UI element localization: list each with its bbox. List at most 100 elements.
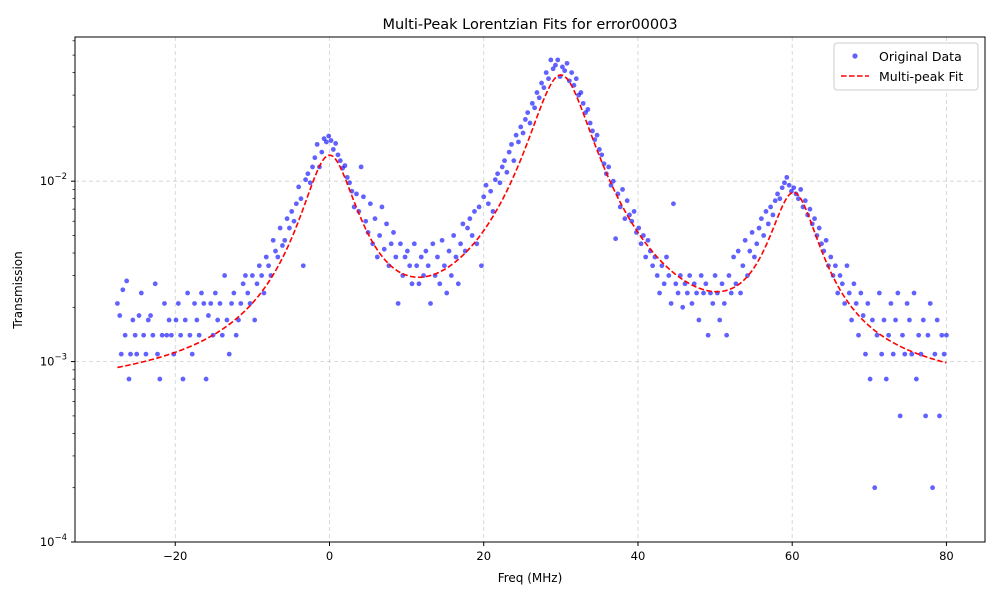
data-point (263, 254, 269, 260)
data-point (944, 332, 949, 338)
fit-line (117, 74, 947, 369)
data-point (654, 273, 660, 278)
data-point (414, 263, 420, 269)
data-point (398, 241, 403, 247)
data-point (469, 233, 475, 238)
ticks: −20 0 20 40 60 80 10−4 10−3 10−2 (40, 40, 954, 563)
data-point (266, 263, 271, 269)
data-point (879, 351, 885, 357)
data-point (573, 76, 579, 82)
data-point (522, 117, 528, 122)
data-point (717, 317, 723, 323)
data-point (858, 290, 864, 296)
data-point (409, 281, 415, 287)
data-point (772, 198, 778, 204)
data-point (842, 301, 848, 306)
data-point (881, 317, 887, 323)
data-point (518, 124, 524, 130)
data-point (312, 155, 318, 161)
data-point (784, 174, 790, 180)
data-point (453, 254, 459, 260)
data-point (865, 301, 871, 306)
data-point (541, 85, 547, 91)
data-point (185, 290, 190, 296)
data-point (361, 194, 366, 200)
data-point (930, 485, 935, 491)
data-point (696, 317, 702, 323)
data-point (324, 139, 329, 145)
data-point (837, 273, 843, 278)
data-point (199, 290, 204, 296)
data-point (145, 317, 151, 323)
data-point (680, 304, 686, 310)
data-point (874, 332, 880, 338)
data-point (310, 164, 315, 170)
data-point (731, 254, 736, 260)
data-point (553, 62, 558, 68)
data-point (270, 237, 276, 243)
data-point (178, 332, 184, 338)
data-point (441, 263, 447, 269)
data-point (495, 171, 501, 177)
data-point (913, 376, 919, 382)
data-point (168, 332, 174, 338)
data-point (277, 225, 283, 231)
data-point (897, 413, 903, 419)
data-point (117, 313, 123, 318)
data-point (594, 132, 600, 138)
data-point (347, 180, 352, 186)
data-point (428, 301, 433, 306)
data-point (444, 290, 450, 296)
data-point (768, 204, 774, 210)
data-point (499, 164, 505, 170)
data-point (411, 241, 417, 247)
data-point (789, 188, 794, 194)
data-point (761, 233, 767, 238)
data-point (719, 281, 725, 287)
data-point (152, 281, 158, 287)
data-point (578, 90, 584, 95)
data-point (509, 141, 514, 147)
data-point (832, 263, 838, 269)
legend: Original Data Multi-peak Fit (833, 42, 979, 91)
data-point (585, 107, 591, 112)
data-point (330, 147, 336, 152)
data-point (863, 351, 868, 357)
data-point (592, 137, 598, 143)
data-point (886, 332, 892, 338)
y-tick-label: 10−3 (40, 353, 67, 369)
data-point (249, 273, 255, 278)
data-point (516, 139, 521, 145)
data-point (546, 76, 551, 82)
data-point (136, 313, 142, 318)
data-point (481, 194, 487, 200)
data-point (326, 133, 332, 139)
data-point (372, 216, 378, 222)
data-point (705, 332, 711, 338)
data-point (141, 332, 147, 338)
data-point (284, 216, 290, 222)
data-point (684, 290, 690, 296)
data-point (219, 332, 225, 338)
data-point (402, 254, 408, 260)
data-point (927, 301, 933, 306)
data-point (460, 221, 466, 227)
data-point (335, 152, 341, 158)
data-point (425, 263, 431, 269)
data-point (192, 301, 197, 306)
data-point (261, 290, 267, 296)
data-point (187, 332, 193, 338)
data-point (610, 178, 616, 184)
x-tick-label: 0 (326, 549, 333, 563)
data-point (363, 218, 369, 224)
data-point (934, 317, 940, 323)
x-tick-label: 60 (785, 549, 800, 563)
data-point (455, 281, 461, 287)
data-point (846, 290, 852, 296)
data-point (245, 290, 251, 296)
data-point (911, 290, 917, 296)
data-point (782, 180, 787, 186)
data-point (643, 254, 649, 260)
y-axis-label: Transmission (11, 251, 25, 330)
